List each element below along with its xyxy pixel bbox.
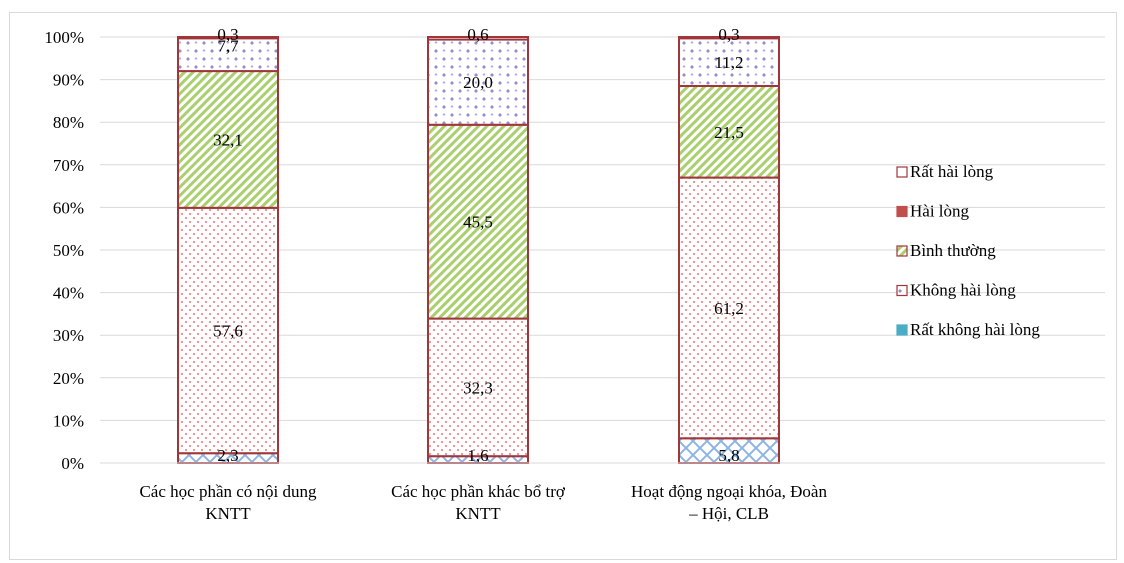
y-axis: 0% 10% 20% 30% 40% 50% 60% 70% 80% 90% 100% [44,28,84,473]
legend-item: Hài lòng [896,202,970,221]
data-label: 0,6 [467,25,488,44]
category-label: Các học phần khác bổ trợ [391,482,566,501]
y-tick-label: 60% [53,198,84,217]
category-label: KNTT [205,504,251,523]
y-tick-label: 30% [53,326,84,345]
data-label: 11,2 [714,53,743,72]
bar-segment-2-2 [427,317,529,458]
legend-swatch [896,166,908,178]
y-tick-label: 40% [53,284,84,303]
category-label: Hoạt động ngoại khóa, Đoàn [631,482,827,501]
bars [177,36,780,464]
y-tick-label: 90% [53,71,84,90]
legend-swatch [896,324,908,336]
legend-label: Rất hài lòng [910,162,994,181]
legend-item: Rất hài lòng [896,162,994,181]
data-label: 32,1 [213,130,243,149]
data-label: 1,6 [467,446,488,465]
legend-swatch [896,284,908,297]
category-label: KNTT [455,504,501,523]
bar-segment-1-3 [177,70,279,209]
data-label: 45,5 [463,213,493,232]
category-label: Các học phần có nội dung [139,482,317,501]
data-label: 21,5 [714,123,744,142]
data-labels: 2,357,632,17,70,31,632,345,520,00,65,861… [213,25,744,465]
data-label: 32,3 [463,378,493,397]
x-axis: Các học phần có nội dung KNTT Các học phần… [100,462,1105,523]
legend-swatch [896,205,908,218]
legend-item: Bình thường [896,241,996,260]
data-label: 61,2 [714,299,744,318]
data-label: 5,8 [718,446,739,465]
legend: Rất hài lòng Hài lòng Bình thường Không hài… [896,162,1040,339]
bar-segment-1-5 [177,36,279,40]
bar-segment-3-5 [678,36,780,40]
data-label: 57,6 [213,322,243,341]
y-tick-label: 0% [61,454,84,473]
bar-segment-3-3 [678,84,780,179]
data-label: 7,7 [217,36,239,55]
legend-item: Rất không hài lòng [896,320,1040,339]
y-tick-label: 10% [53,411,84,430]
legend-label: Bình thường [910,241,996,260]
y-tick-label: 80% [53,113,84,132]
data-label: 0,3 [217,25,238,44]
bar-segment-1-2 [177,206,279,455]
category-label: – Hội, CLB [688,504,769,523]
legend-label: Rất không hài lòng [910,320,1040,339]
data-label: 20,0 [463,73,493,92]
y-tick-label: 50% [53,241,84,260]
bar-segment-2-5 [427,36,529,41]
data-label: 2,3 [217,446,238,465]
legend-item: Không hài lòng [896,281,1016,300]
bar-segment-2-3 [427,123,529,320]
y-tick-label: 70% [53,156,84,175]
legend-label: Hài lòng [910,202,970,221]
data-label: 0,3 [718,25,739,44]
legend-label: Không hài lòng [910,281,1016,300]
y-tick-label: 100% [44,28,84,47]
legend-swatch [896,245,908,257]
y-tick-label: 20% [53,369,84,388]
